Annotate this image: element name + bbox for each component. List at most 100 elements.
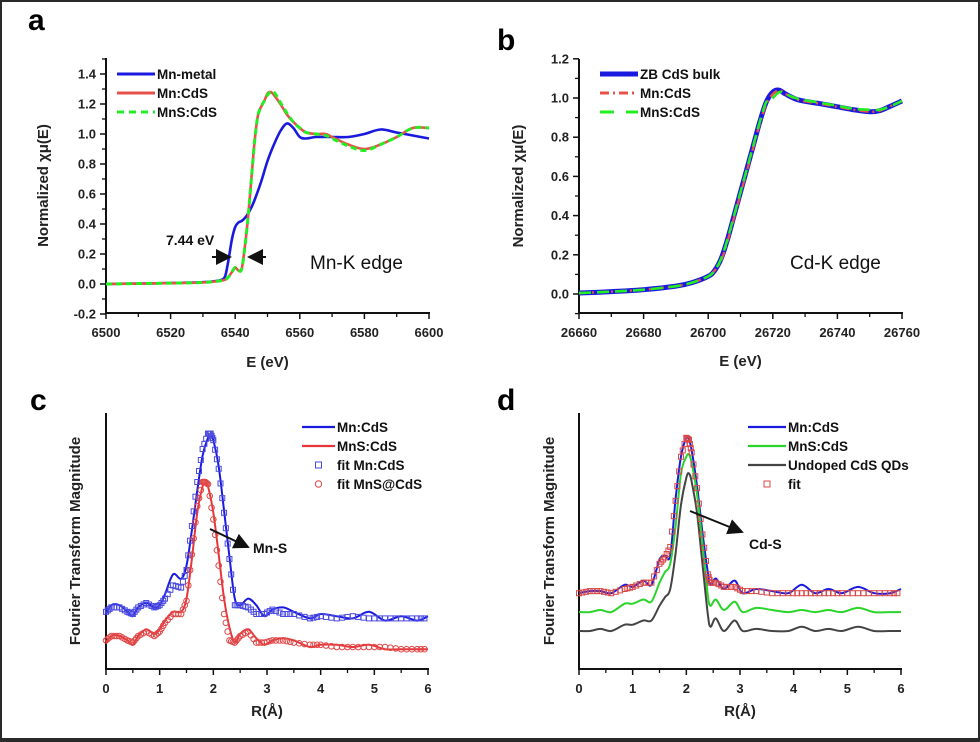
legend-marker-square <box>763 480 771 488</box>
data-point <box>785 590 792 597</box>
data-point <box>699 531 706 538</box>
data-point <box>414 615 421 622</box>
data-point <box>184 582 192 589</box>
data-point <box>667 544 674 550</box>
legend-entry: MnS:CdS <box>117 105 217 120</box>
data-point <box>178 584 185 591</box>
x-tick-label: 26760 <box>884 325 920 340</box>
data-point <box>206 492 214 500</box>
data-point <box>286 638 294 646</box>
data-point <box>597 588 604 595</box>
data-point <box>221 509 228 516</box>
data-point <box>196 468 203 474</box>
data-point <box>219 495 226 502</box>
data-point <box>417 615 424 622</box>
panel-letter-c: c <box>30 384 47 417</box>
y-axis-title: Normalized χμ(E) <box>35 124 52 247</box>
data-point <box>834 590 841 597</box>
x-tick-label: 26720 <box>755 325 791 340</box>
data-point <box>703 558 710 564</box>
legend-marker-circle <box>314 480 323 488</box>
y-tick-label: 1.0 <box>551 91 569 106</box>
data-point <box>186 566 194 574</box>
y-tick-label: 0.2 <box>551 247 569 262</box>
series-markers-fit-mns-cds <box>102 478 428 653</box>
data-point <box>283 611 290 617</box>
data-point <box>590 588 597 595</box>
data-point <box>226 556 233 562</box>
data-point <box>421 645 428 653</box>
cd-s-arrow-icon <box>689 510 744 535</box>
data-point <box>128 610 135 617</box>
series-line-mns-cds <box>578 90 903 295</box>
legend-entry: fit Mn:CdS <box>315 458 404 473</box>
data-point <box>583 588 590 595</box>
data-point <box>188 523 195 529</box>
data-point <box>849 590 856 597</box>
data-point <box>210 437 217 444</box>
panel-letter-b: b <box>497 24 515 57</box>
series-markers-fit <box>576 434 901 597</box>
x-tick-label: 6520 <box>156 325 185 340</box>
legend-entry: Mn:CdS <box>600 86 691 101</box>
cd-k-edge-label: Cd-K edge <box>790 253 881 274</box>
data-point <box>676 468 683 475</box>
x-tick-label: 1 <box>629 681 636 696</box>
data-point <box>812 590 819 597</box>
data-point <box>204 480 212 488</box>
cd-s-bond-label: Cd-S <box>749 536 782 552</box>
data-point <box>213 456 220 463</box>
y-axis-title: Fourier Transform Magnitude <box>67 437 84 645</box>
y-tick-label: 1.2 <box>78 97 96 112</box>
x-tick-label: 6580 <box>350 325 379 340</box>
data-point <box>190 508 197 515</box>
x-tick-label: 5 <box>844 681 851 696</box>
data-point <box>212 446 219 453</box>
y-tick-label: 0.4 <box>551 208 570 223</box>
x-axis-title: E (eV) <box>719 353 762 370</box>
data-point <box>413 645 421 653</box>
data-point <box>283 637 290 645</box>
data-point <box>181 572 188 579</box>
x-tick-label: 26740 <box>819 325 855 340</box>
data-point <box>213 546 221 554</box>
data-point <box>310 641 317 649</box>
data-point <box>181 601 189 609</box>
x-tick-label: 2 <box>210 681 217 696</box>
data-point <box>314 613 321 620</box>
data-point <box>280 611 287 617</box>
x-tick-label: 0 <box>102 681 109 696</box>
data-point <box>276 609 283 616</box>
data-point <box>798 590 805 597</box>
data-point <box>175 610 182 618</box>
data-point <box>222 619 230 627</box>
x-tick-label: 6 <box>424 681 431 696</box>
data-point <box>177 610 185 618</box>
data-point <box>276 637 283 644</box>
y-tick-label: 0.6 <box>551 169 569 184</box>
data-point <box>830 590 837 597</box>
data-point <box>593 588 600 595</box>
energy-shift-label: 7.44 eV <box>166 232 215 248</box>
x-tick-label: 6 <box>897 681 904 696</box>
y-axis-title: Fourier Transform Magnitude <box>541 437 558 645</box>
legend-marker-square <box>315 461 322 469</box>
data-point <box>701 544 708 551</box>
x-tick-label: 0 <box>575 681 582 696</box>
data-point <box>855 590 862 597</box>
data-point <box>670 513 677 520</box>
panel-d-chart: 0 1 2 3 4 5 6 R(Å) Fourier Transform Magnitude Mn… <box>541 413 909 720</box>
data-point <box>890 590 897 597</box>
data-point <box>651 573 658 580</box>
x-tick-label: 6540 <box>221 325 250 340</box>
data-point <box>183 567 190 573</box>
y-tick-label: 0.2 <box>78 247 96 262</box>
panel-a-chart: 6500 6520 6540 6560 6580 6600 -0.2 0.0 0.2 0.4 0.6… <box>35 58 443 371</box>
series-markers-fit-mn-cds <box>103 430 428 622</box>
data-point <box>266 637 273 645</box>
data-point <box>287 611 294 617</box>
data-point <box>728 583 735 590</box>
legend-label: Mn:CdS <box>337 420 388 435</box>
data-point <box>576 590 582 597</box>
data-point <box>690 461 697 468</box>
